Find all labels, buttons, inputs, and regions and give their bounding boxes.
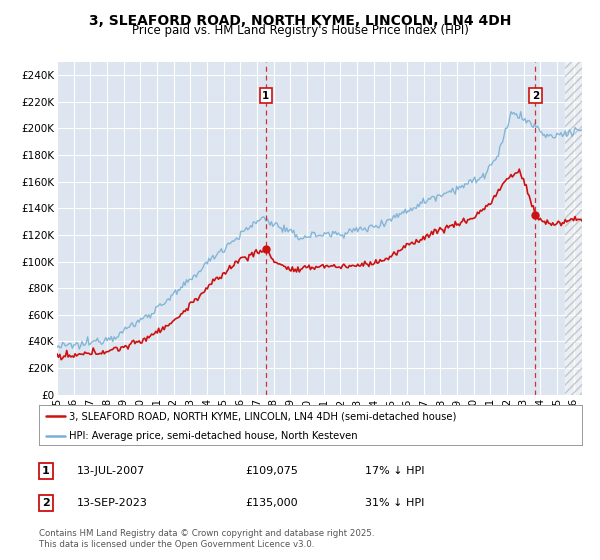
Text: £109,075: £109,075 [245, 466, 298, 476]
Text: Price paid vs. HM Land Registry's House Price Index (HPI): Price paid vs. HM Land Registry's House … [131, 24, 469, 37]
Text: 13-SEP-2023: 13-SEP-2023 [77, 498, 148, 508]
Text: HPI: Average price, semi-detached house, North Kesteven: HPI: Average price, semi-detached house,… [70, 431, 358, 441]
Text: 3, SLEAFORD ROAD, NORTH KYME, LINCOLN, LN4 4DH: 3, SLEAFORD ROAD, NORTH KYME, LINCOLN, L… [89, 14, 511, 28]
Bar [565, 62, 582, 395]
Text: 1: 1 [262, 91, 269, 101]
Bar [565, 62, 582, 395]
Text: Contains HM Land Registry data © Crown copyright and database right 2025.
This d: Contains HM Land Registry data © Crown c… [39, 529, 374, 549]
Text: 13-JUL-2007: 13-JUL-2007 [77, 466, 145, 476]
Text: 2: 2 [532, 91, 539, 101]
Text: 3, SLEAFORD ROAD, NORTH KYME, LINCOLN, LN4 4DH (semi-detached house): 3, SLEAFORD ROAD, NORTH KYME, LINCOLN, L… [70, 411, 457, 421]
Text: 17% ↓ HPI: 17% ↓ HPI [365, 466, 424, 476]
Text: £135,000: £135,000 [245, 498, 298, 508]
Text: 31% ↓ HPI: 31% ↓ HPI [365, 498, 424, 508]
Text: 1: 1 [41, 466, 49, 476]
Text: 2: 2 [41, 498, 49, 508]
